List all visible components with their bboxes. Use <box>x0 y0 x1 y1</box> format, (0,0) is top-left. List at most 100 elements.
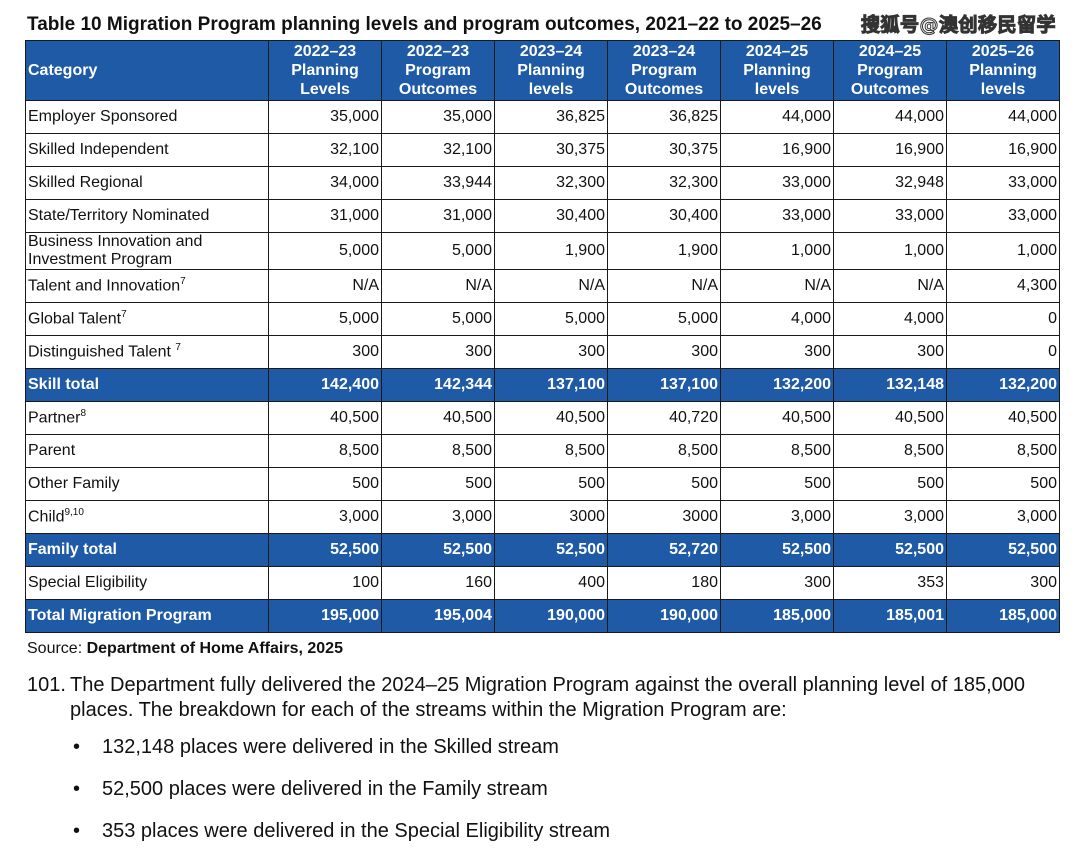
source-watermark: 搜狐号@澳创移民留学 <box>860 14 1056 37</box>
table-cell: 31,000 <box>268 199 382 233</box>
table-cell: 44,000 <box>720 100 834 134</box>
table-cell: 500 <box>268 467 382 501</box>
row-category: Global Talent7 <box>25 302 269 336</box>
row-category-label: Business Innovation and Investment Progr… <box>28 233 203 269</box>
table-cell: 30,375 <box>494 133 608 167</box>
table-cell: 34,000 <box>268 166 382 200</box>
table-cell: 32,100 <box>381 133 495 167</box>
table-cell: N/A <box>268 269 382 303</box>
table-row: Child9,10 3,000 3,000 3000 3000 3,000 3,000 3,0… <box>25 500 1060 534</box>
table-cell: 300 <box>833 335 947 369</box>
table-cell: 36,825 <box>607 100 721 134</box>
row-category: Skilled Regional <box>25 166 269 200</box>
paragraph-101: 101. The Department fully delivered the … <box>27 673 1040 723</box>
row-category-label: Parent <box>28 442 76 459</box>
table-cell: 16,900 <box>833 133 947 167</box>
footnote-marker: 7 <box>121 309 127 321</box>
row-category-label: Talent and Innovation <box>28 277 181 295</box>
table-cell: 3000 <box>494 500 608 534</box>
row-category: Family total <box>25 533 269 567</box>
table-cell: 52,500 <box>268 533 382 567</box>
table-cell: 100 <box>268 566 382 600</box>
table-cell: 16,900 <box>946 133 1060 167</box>
table-cell: 300 <box>381 335 495 369</box>
column-header: 2022–23 Planning Levels <box>268 40 382 101</box>
table-cell: 40,500 <box>833 401 947 435</box>
table-cell: 1,900 <box>607 232 721 270</box>
table-cell: 3,000 <box>833 500 947 534</box>
column-header: Category <box>25 40 269 101</box>
table-cell: 32,100 <box>268 133 382 167</box>
table-cell: 33,000 <box>833 199 947 233</box>
table-row: Talent and Innovation7 N/A N/A N/A N/A N/A N/A… <box>25 269 1060 303</box>
table-cell: 5,000 <box>381 302 495 336</box>
row-category: Business Innovation and Investment Progr… <box>25 232 269 270</box>
table-cell: 190,000 <box>607 599 721 633</box>
table-cell: 33,944 <box>381 166 495 200</box>
row-category: Total Migration Program <box>25 599 269 633</box>
table-cell: 44,000 <box>946 100 1060 134</box>
row-category: Other Family <box>25 467 269 501</box>
row-category-label: Partner <box>28 409 81 427</box>
table-row: Parent 8,500 8,500 8,500 8,500 8,500 8,500 8,50… <box>25 434 1060 468</box>
table-cell: 300 <box>607 335 721 369</box>
table-title: Table 10 Migration Program planning leve… <box>27 14 822 35</box>
footnote-marker: 7 <box>175 342 181 354</box>
table-cell: 300 <box>494 335 608 369</box>
table-cell: 32,948 <box>833 166 947 200</box>
table-row: Distinguished Talent 7 300 300 300 300 300 300… <box>25 335 1060 369</box>
table-cell: 30,400 <box>494 199 608 233</box>
row-category-label: Skilled Regional <box>28 174 143 191</box>
source-value: Department of Home Affairs, 2025 <box>86 640 343 657</box>
table-cell: N/A <box>833 269 947 303</box>
table-row: Special Eligibility 100 160 400 180 300 353 300 <box>25 566 1060 600</box>
table-cell: 500 <box>833 467 947 501</box>
table-cell: 300 <box>946 566 1060 600</box>
table-cell: 8,500 <box>268 434 382 468</box>
column-header: 2024–25 Planning levels <box>720 40 834 101</box>
bullet-icon: • <box>73 778 81 800</box>
table-cell: 0 <box>946 335 1060 369</box>
row-category-label: Child <box>28 508 65 526</box>
footnote-marker: 7 <box>180 276 186 288</box>
table-row: Business Innovation and Investment Progr… <box>25 232 1060 270</box>
table-cell: 353 <box>833 566 947 600</box>
table-cell: 40,720 <box>607 401 721 435</box>
table-cell: 3,000 <box>268 500 382 534</box>
row-category-label: Distinguished Talent <box>28 343 176 361</box>
column-header: 2024–25 Program Outcomes <box>833 40 947 101</box>
table-cell: 160 <box>381 566 495 600</box>
column-header: 2025–26 Planning levels <box>946 40 1060 101</box>
source-label: Source: <box>27 640 87 657</box>
row-category-label: Special Eligibility <box>28 574 148 591</box>
row-category-label: Global Talent <box>28 310 122 328</box>
table-cell: 1,900 <box>494 232 608 270</box>
table-cell: 44,000 <box>833 100 947 134</box>
table-cell: 52,500 <box>381 533 495 567</box>
table-row: State/Territory Nominated 31,000 31,000 30,… <box>25 199 1060 233</box>
table-cell: 300 <box>268 335 382 369</box>
table-cell: 500 <box>494 467 608 501</box>
table-cell: 195,000 <box>268 599 382 633</box>
migration-program-table: Category 2022–23 Planning Levels 2022–23… <box>25 40 1060 633</box>
table-cell: N/A <box>720 269 834 303</box>
table-cell: 142,400 <box>268 368 382 402</box>
table-cell: 300 <box>720 335 834 369</box>
row-category-label: Skilled Independent <box>28 141 169 158</box>
table-cell: 8,500 <box>381 434 495 468</box>
table-cell: 4,300 <box>946 269 1060 303</box>
footnote-marker: 8 <box>80 408 87 420</box>
table-header-row: Category 2022–23 Planning Levels 2022–23… <box>25 40 1060 101</box>
table-cell: 500 <box>720 467 834 501</box>
table-cell: N/A <box>607 269 721 303</box>
table-cell: 33,000 <box>946 166 1060 200</box>
list-item-text: 132,148 places were delivered in the Ski… <box>102 736 559 758</box>
row-category: Skilled Independent <box>25 133 269 167</box>
table-cell: 190,000 <box>494 599 608 633</box>
table-cell: 500 <box>607 467 721 501</box>
row-category-label: State/Territory Nominated <box>28 207 210 224</box>
row-category: Skill total <box>25 368 269 402</box>
list-item-text: 52,500 places were delivered in the Fami… <box>102 778 548 800</box>
table-cell: 31,000 <box>381 199 495 233</box>
table-cell: 195,004 <box>381 599 495 633</box>
